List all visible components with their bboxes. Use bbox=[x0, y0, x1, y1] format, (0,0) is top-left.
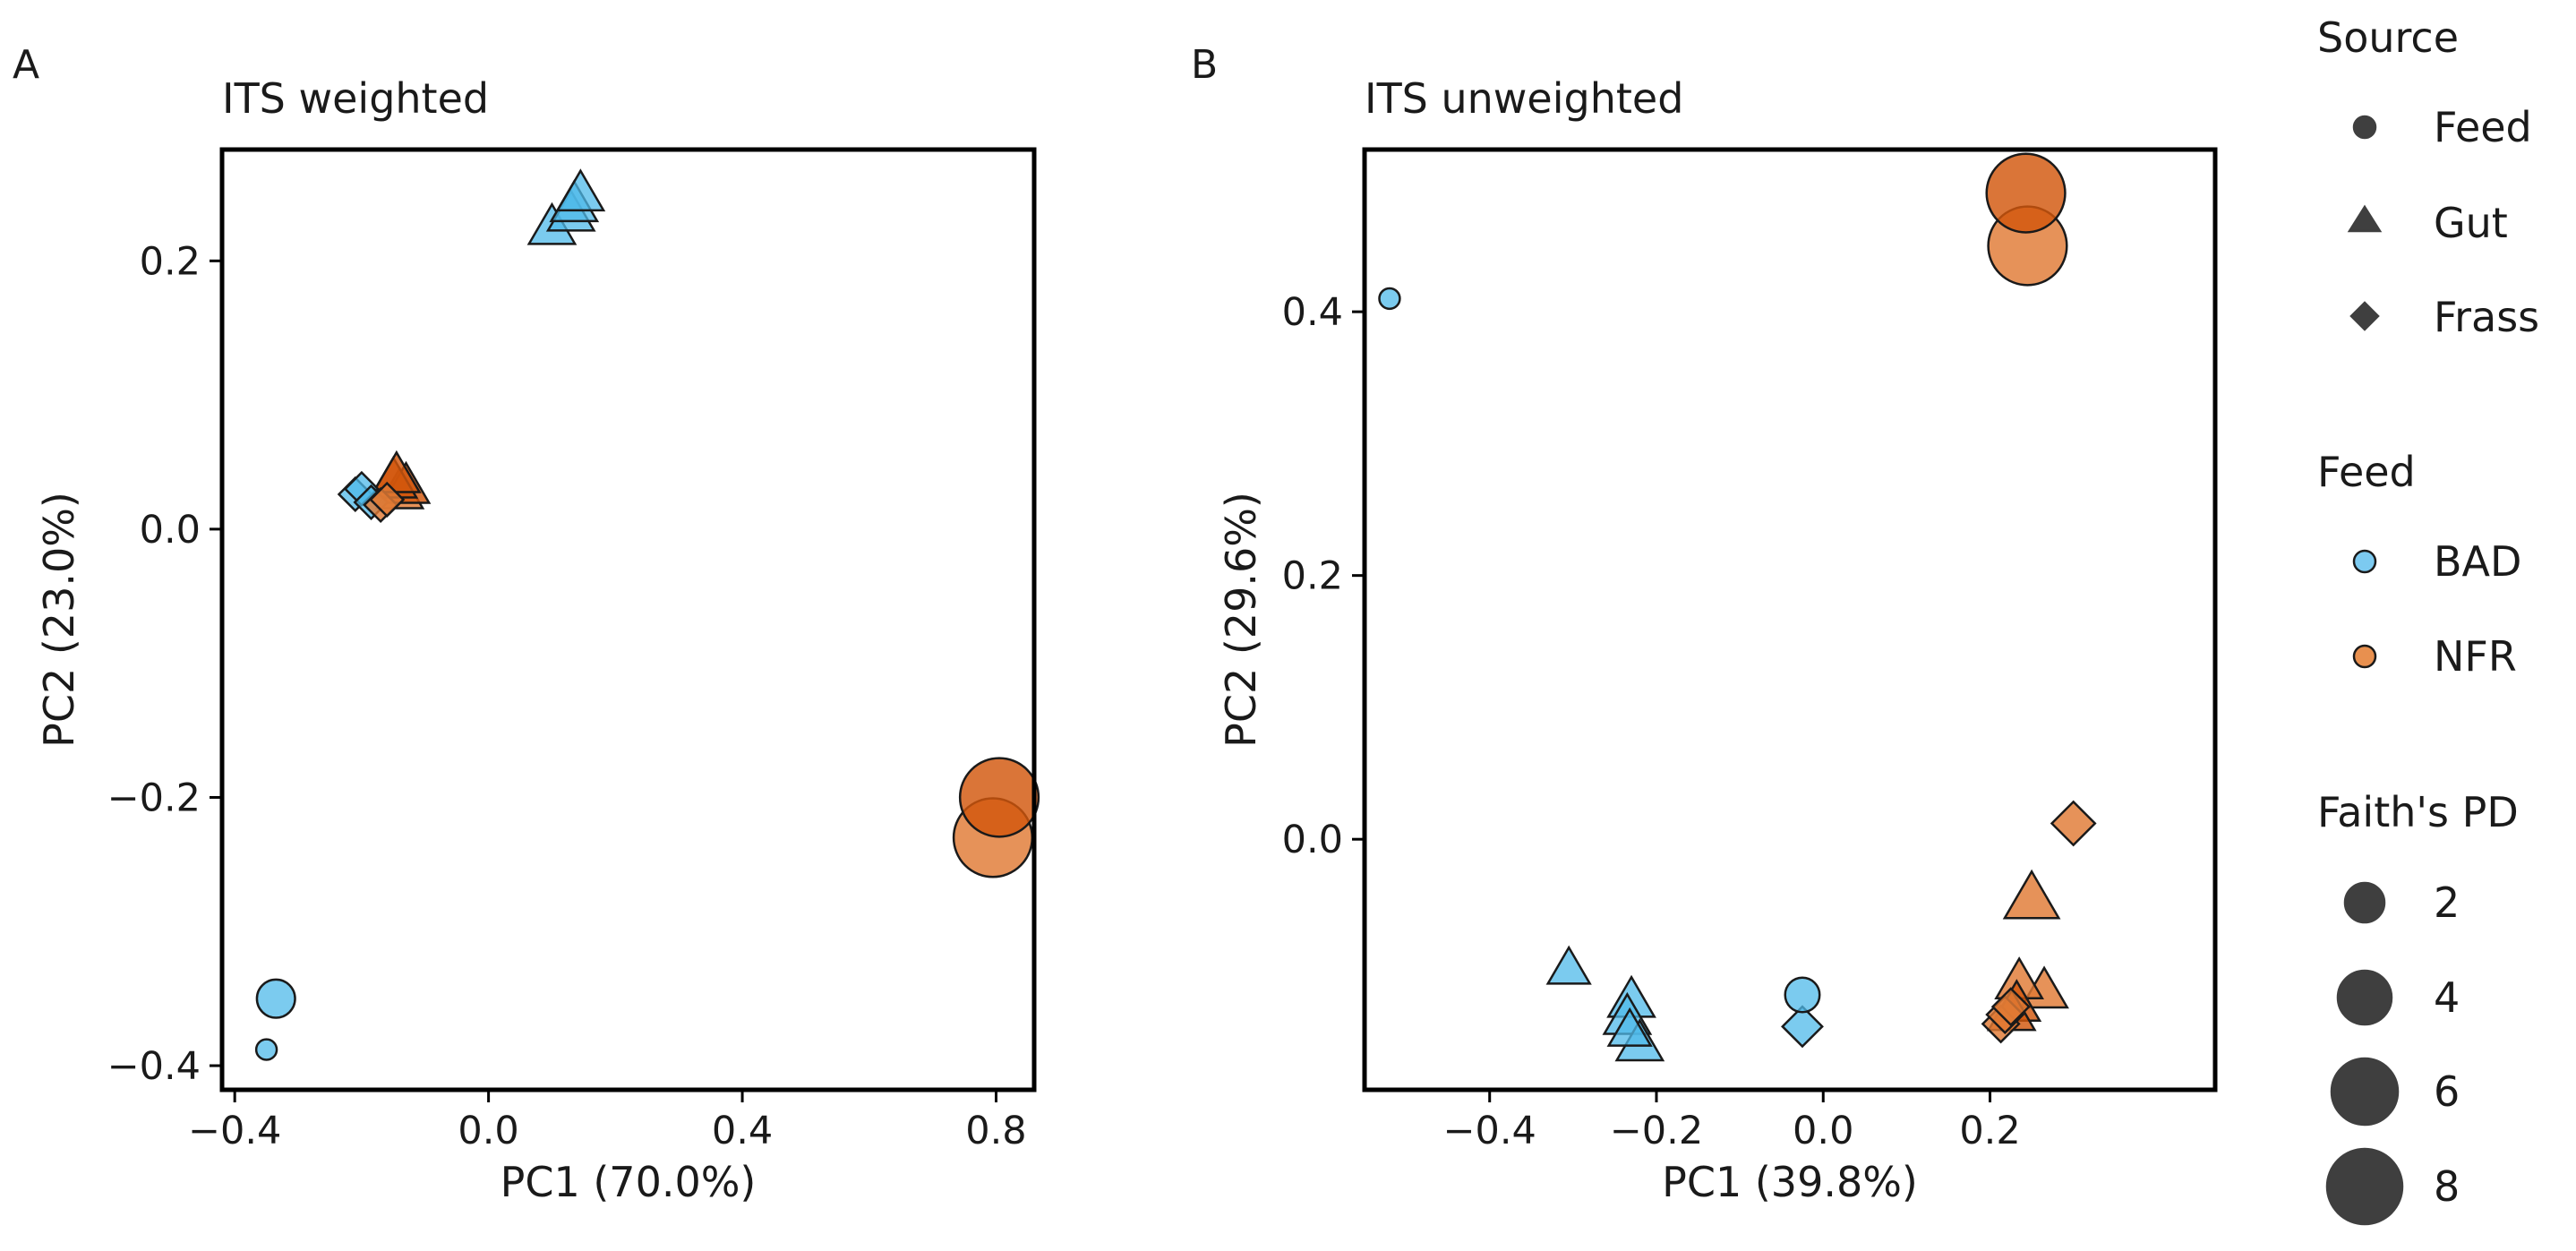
panel-b-x-axis-label: PC1 (39.8%) bbox=[1662, 1158, 1918, 1206]
x-tick-label: 0.8 bbox=[965, 1109, 1026, 1153]
panel-b-title: ITS unweighted bbox=[1365, 74, 1683, 123]
panel-b-frame bbox=[1362, 147, 2218, 1092]
y-tick-label: 0.4 bbox=[1282, 290, 1343, 335]
y-tick-label: −0.4 bbox=[107, 1044, 201, 1089]
panel-b-y-axis-label: PC2 (29.6%) bbox=[1217, 492, 1265, 748]
y-tick-label: 0.0 bbox=[1282, 818, 1343, 862]
legend-label-size-8: 8 bbox=[2434, 1162, 2460, 1211]
gut-triangle-point bbox=[1606, 1007, 1653, 1047]
legend-item-size-8: 8 bbox=[2325, 1147, 2460, 1226]
feed-circle-point bbox=[1378, 287, 1401, 311]
x-tick-label: 0.2 bbox=[1959, 1109, 2020, 1153]
panel-a-y-ticks: −0.4 −0.2 0.0 0.2 bbox=[107, 239, 222, 1089]
legend: Source Feed Gut Frass Feed BAD NFR bbox=[2317, 13, 2539, 1226]
panel-a-x-ticks: −0.4 0.0 0.4 0.8 bbox=[188, 1090, 1027, 1153]
size-4-marker-icon bbox=[2336, 969, 2393, 1026]
legend-item-size-6: 6 bbox=[2330, 1057, 2460, 1127]
panel-b-x-ticks: −0.4 −0.2 0.0 0.2 bbox=[1442, 1090, 2021, 1153]
size-2-marker-icon bbox=[2343, 881, 2386, 924]
nfr-color-swatch-icon bbox=[2352, 644, 2377, 669]
feed-circle-point bbox=[1784, 976, 1821, 1014]
legend-faith-title: Faith's PD bbox=[2317, 788, 2519, 836]
legend-source-title: Source bbox=[2317, 13, 2459, 62]
legend-label-gut: Gut bbox=[2434, 199, 2508, 247]
panel-a-y-axis-label: PC2 (23.0%) bbox=[35, 492, 83, 748]
legend-label-nfr: NFR bbox=[2434, 632, 2517, 681]
legend-feed: Feed BAD NFR bbox=[2317, 448, 2521, 681]
panel-a-letter: A bbox=[13, 42, 39, 88]
legend-item-bad: BAD bbox=[2352, 537, 2521, 586]
y-tick-label: −0.2 bbox=[107, 775, 201, 820]
legend-label-bad: BAD bbox=[2434, 537, 2521, 586]
triangle-marker-icon bbox=[2347, 204, 2383, 233]
legend-item-feed-shape: Feed bbox=[2352, 103, 2532, 151]
panel-a-title: ITS weighted bbox=[222, 74, 489, 123]
circle-marker-icon bbox=[2352, 115, 2377, 140]
bad-color-swatch-icon bbox=[2352, 549, 2377, 574]
frass-diamond-point bbox=[1781, 1005, 1824, 1049]
diamond-marker-icon bbox=[2349, 301, 2380, 331]
panel-a-frame bbox=[219, 147, 1037, 1092]
legend-item-size-2: 2 bbox=[2343, 878, 2460, 927]
gut-triangle-point bbox=[1545, 945, 1592, 985]
size-6-marker-icon bbox=[2330, 1057, 2400, 1127]
feed-circle-point bbox=[255, 978, 296, 1019]
feed-circle-point bbox=[958, 757, 1040, 838]
x-tick-label: 0.0 bbox=[458, 1109, 518, 1153]
legend-label-size-6: 6 bbox=[2434, 1067, 2460, 1116]
x-tick-label: −0.2 bbox=[1610, 1109, 1703, 1153]
x-tick-label: −0.4 bbox=[1442, 1109, 1536, 1153]
frass-diamond-point bbox=[2050, 800, 2097, 847]
legend-source: Source Feed Gut Frass bbox=[2317, 13, 2539, 341]
legend-label-size-2: 2 bbox=[2434, 878, 2460, 927]
gut-triangle-point bbox=[2002, 869, 2061, 920]
y-tick-label: 0.0 bbox=[140, 508, 201, 553]
panel-a-points bbox=[254, 168, 1040, 1061]
legend-feed-title: Feed bbox=[2317, 448, 2416, 496]
y-tick-label: 0.2 bbox=[140, 239, 201, 284]
feed-circle-point bbox=[254, 1038, 278, 1061]
gut-triangle-point bbox=[372, 450, 422, 493]
x-tick-label: 0.0 bbox=[1793, 1109, 1853, 1153]
legend-item-size-4: 4 bbox=[2336, 969, 2460, 1026]
panel-a: A ITS weighted −0.4 0.0 0.4 0.8 −0.4 −0.2 0.0… bbox=[13, 42, 1040, 1206]
size-8-marker-icon bbox=[2325, 1147, 2404, 1226]
legend-label-feed: Feed bbox=[2434, 103, 2532, 151]
legend-label-size-4: 4 bbox=[2434, 973, 2460, 1022]
panel-b-points bbox=[1378, 152, 2097, 1062]
gut-triangle-point bbox=[555, 168, 606, 212]
legend-item-frass-shape: Frass bbox=[2349, 293, 2539, 341]
legend-item-gut-shape: Gut bbox=[2347, 199, 2508, 247]
frass-diamond-point bbox=[1990, 987, 2031, 1027]
panel-b: B ITS unweighted −0.4 −0.2 0.0 0.2 0.00.20.… bbox=[1191, 42, 2218, 1206]
legend-item-nfr: NFR bbox=[2352, 632, 2517, 681]
feed-circle-point bbox=[1985, 152, 2067, 234]
y-tick-label: 0.2 bbox=[1282, 554, 1343, 599]
frass-diamond-point bbox=[369, 481, 406, 518]
panel-b-y-ticks: 0.0 0.2 0.4 bbox=[1282, 290, 1365, 862]
panel-b-letter: B bbox=[1191, 42, 1218, 88]
legend-label-frass: Frass bbox=[2434, 293, 2539, 341]
x-tick-label: 0.4 bbox=[712, 1109, 773, 1153]
x-tick-label: −0.4 bbox=[188, 1109, 281, 1153]
panel-a-x-axis-label: PC1 (70.0%) bbox=[501, 1158, 757, 1206]
legend-faith-pd: Faith's PD 2 4 6 8 bbox=[2317, 788, 2519, 1226]
